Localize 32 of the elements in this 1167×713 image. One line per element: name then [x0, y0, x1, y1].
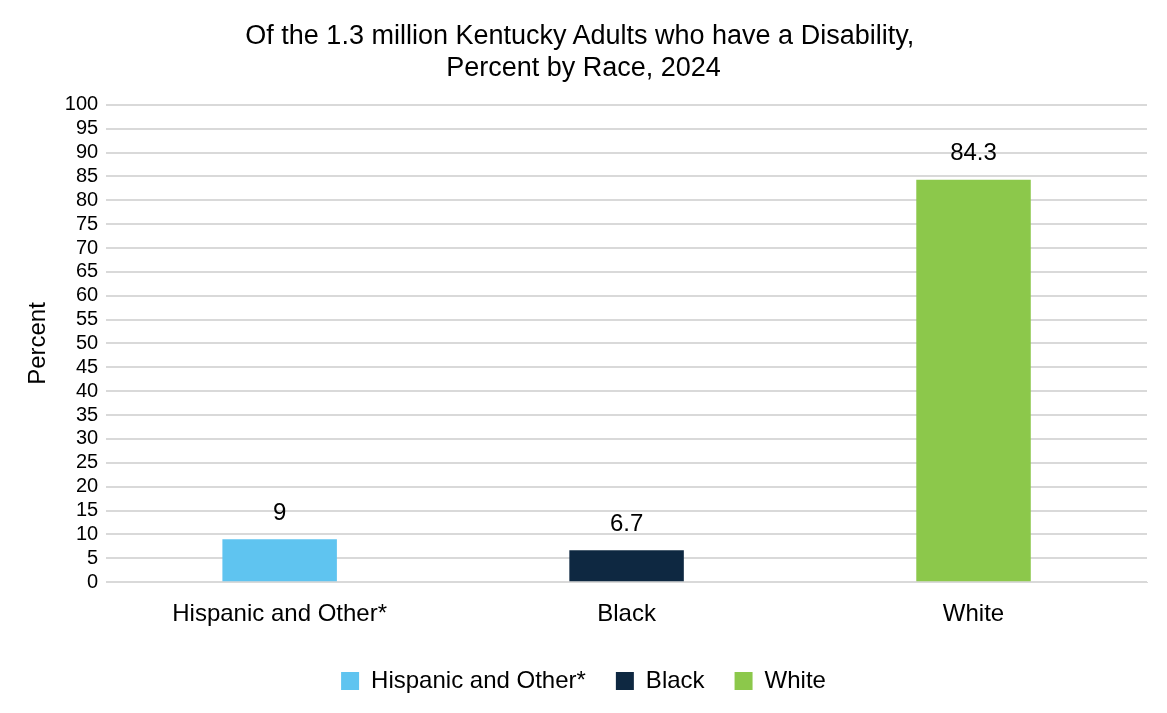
legend-label: Black: [645, 665, 706, 693]
x-tick-label: White: [942, 599, 1005, 627]
y-tick-label: 90: [75, 140, 99, 163]
y-tick-label: 70: [75, 235, 99, 258]
y-tick-label: 60: [75, 283, 99, 306]
y-tick-label: 10: [75, 521, 99, 544]
y-axis-title: Percent: [23, 301, 51, 385]
y-tick-label: 25: [75, 450, 99, 473]
data-label: 6.7: [609, 508, 644, 536]
y-tick-label: 40: [75, 378, 99, 401]
x-tick-label: Black: [597, 599, 657, 627]
y-tick-label: 100: [64, 92, 99, 115]
y-tick-label: 35: [75, 402, 99, 425]
y-tick-label: 15: [75, 498, 99, 521]
legend-label: White: [764, 665, 826, 693]
y-tick-label: 0: [87, 569, 99, 592]
legend-label: Hispanic and Other*: [371, 665, 586, 693]
y-tick-label: 85: [75, 163, 99, 186]
chart-title: Of the 1.3 million Kentucky Adults who have a Disability, Percent by Race, 2024: [245, 19, 922, 83]
y-tick-label: 20: [75, 474, 99, 497]
x-tick-label: Hispanic and Other*: [172, 599, 388, 627]
y-tick-label: 50: [75, 331, 99, 354]
y-tick-label: 30: [75, 426, 99, 449]
y-tick-label: 55: [75, 307, 99, 330]
data-label: 84.3: [950, 138, 997, 166]
y-tick-label: 65: [75, 259, 99, 282]
data-label: 9: [272, 497, 287, 525]
y-tick-label: 45: [75, 354, 99, 377]
y-tick-label: 95: [75, 116, 99, 139]
y-tick-label: 5: [87, 545, 99, 568]
y-tick-label: 75: [75, 211, 99, 234]
y-tick-label: 80: [75, 187, 99, 210]
